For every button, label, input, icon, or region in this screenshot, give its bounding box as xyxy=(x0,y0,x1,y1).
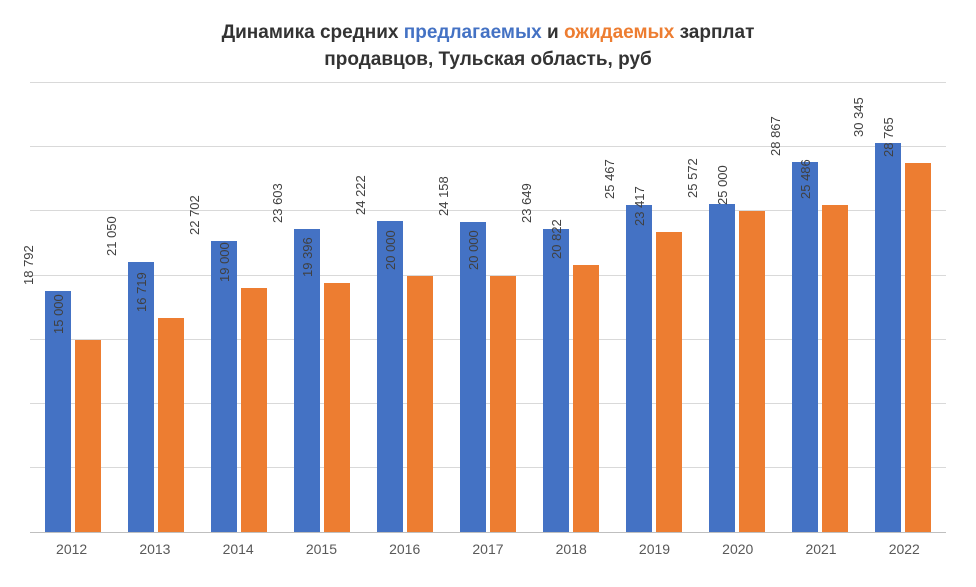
title-fragment: Динамика средних xyxy=(222,22,404,43)
bar-group: 21 05016 719 xyxy=(115,83,198,532)
bar-value-label: 23 649 xyxy=(519,183,534,227)
bar-value-label: 28 765 xyxy=(881,117,896,161)
title-line2: продавцов, Тульская область, руб xyxy=(324,49,652,70)
bar-предлагаемых: 30 345 xyxy=(875,143,901,532)
bar-value-label: 21 050 xyxy=(104,216,119,260)
bar-ожидаемых: 19 396 xyxy=(324,283,350,532)
bar-value-label: 24 222 xyxy=(353,176,368,220)
bar-предлагаемых: 23 649 xyxy=(543,229,569,532)
bar-ожидаемых: 16 719 xyxy=(158,318,184,532)
bar-group: 23 60319 396 xyxy=(281,83,364,532)
bar-value-label: 25 467 xyxy=(602,160,617,204)
bar-value-label: 20 000 xyxy=(466,230,481,274)
title-fragment: предлагаемых xyxy=(404,22,542,43)
x-axis: 2012201320142015201620172018201920202021… xyxy=(30,533,946,557)
x-axis-label: 2016 xyxy=(363,541,446,557)
bar-group: 25 57225 000 xyxy=(695,83,778,532)
x-axis-label: 2019 xyxy=(613,541,696,557)
bar-group: 22 70219 000 xyxy=(198,83,281,532)
bar-value-label: 20 000 xyxy=(383,230,398,274)
title-line1: Динамика средних предлагаемых и ожидаемы… xyxy=(222,22,755,43)
bar-group: 24 22220 000 xyxy=(364,83,447,532)
bar-предлагаемых: 25 572 xyxy=(709,204,735,532)
title-fragment: ожидаемых xyxy=(564,22,674,43)
x-axis-label: 2017 xyxy=(446,541,529,557)
bar-ожидаемых: 19 000 xyxy=(241,288,267,532)
bar-value-label: 16 719 xyxy=(134,272,149,316)
bar-group: 24 15820 000 xyxy=(447,83,530,532)
bar-value-label: 19 000 xyxy=(217,243,232,287)
bar-group: 28 86725 486 xyxy=(778,83,861,532)
chart-container: Динамика средних предлагаемых и ожидаемы… xyxy=(0,0,976,587)
bar-ожидаемых: 28 765 xyxy=(905,163,931,532)
bar-value-label: 25 000 xyxy=(715,166,730,210)
x-axis-label: 2015 xyxy=(280,541,363,557)
title-fragment: и xyxy=(542,22,564,43)
bar-value-label: 18 792 xyxy=(22,245,37,289)
bar-value-label: 24 158 xyxy=(436,176,451,220)
bar-value-label: 23 603 xyxy=(270,184,285,228)
title-fragment: зарплат xyxy=(674,22,754,43)
bar-ожидаемых: 15 000 xyxy=(75,340,101,532)
x-axis-label: 2020 xyxy=(696,541,779,557)
x-axis-label: 2018 xyxy=(530,541,613,557)
chart-title: Динамика средних предлагаемых и ожидаемы… xyxy=(30,20,946,73)
bar-ожидаемых: 20 000 xyxy=(407,276,433,532)
bar-group: 30 34528 765 xyxy=(861,83,944,532)
bar-ожидаемых: 20 822 xyxy=(573,265,599,532)
bar-ожидаемых: 25 000 xyxy=(739,211,765,532)
bar-group: 18 79215 000 xyxy=(32,83,115,532)
bar-value-label: 20 822 xyxy=(549,219,564,263)
x-axis-label: 2022 xyxy=(863,541,946,557)
bar-value-label: 22 702 xyxy=(187,195,202,239)
bar-value-label: 28 867 xyxy=(768,116,783,160)
bar-value-label: 25 572 xyxy=(685,158,700,202)
bar-value-label: 23 417 xyxy=(632,186,647,230)
x-axis-label: 2013 xyxy=(113,541,196,557)
bar-value-label: 25 486 xyxy=(798,159,813,203)
x-axis-label: 2012 xyxy=(30,541,113,557)
bar-предлагаемых: 25 467 xyxy=(626,205,652,532)
bar-ожидаемых: 23 417 xyxy=(656,232,682,532)
bar-group: 23 64920 822 xyxy=(529,83,612,532)
bar-value-label: 19 396 xyxy=(300,238,315,282)
bar-value-label: 30 345 xyxy=(851,97,866,141)
plot-area: 18 79215 00021 05016 71922 70219 00023 6… xyxy=(30,83,946,533)
bar-ожидаемых: 20 000 xyxy=(490,276,516,532)
x-axis-label: 2021 xyxy=(779,541,862,557)
x-axis-label: 2014 xyxy=(197,541,280,557)
bar-предлагаемых: 28 867 xyxy=(792,162,818,532)
bar-group: 25 46723 417 xyxy=(612,83,695,532)
bar-value-label: 15 000 xyxy=(52,294,67,338)
bar-ожидаемых: 25 486 xyxy=(822,205,848,532)
